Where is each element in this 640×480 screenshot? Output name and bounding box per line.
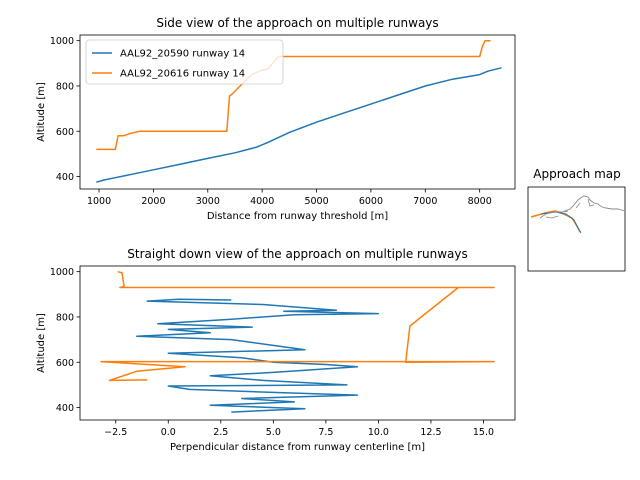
top-view-xtick-label: 2.5	[213, 427, 228, 438]
top-view-frame	[79, 265, 516, 421]
side-view-frame	[79, 34, 516, 190]
top-view-ytick-label: 400	[56, 403, 74, 414]
side-view-xtick-label: 3000	[196, 196, 220, 207]
side-view-xtick-label: 4000	[250, 196, 274, 207]
side-view-plot: Side view of the approach on multiple ru…	[36, 16, 516, 222]
approach-map-terrain-lines	[545, 198, 595, 219]
side-view-xtick-label: 2000	[141, 196, 165, 207]
approach-map-title: Approach map	[533, 167, 621, 181]
approach-map-coastline	[539, 195, 626, 219]
side-view-xlabel: Distance from runway threshold [m]	[207, 211, 388, 222]
side-view-xtick-label: 7000	[413, 196, 437, 207]
side-view-xtick-label: 6000	[359, 196, 383, 207]
top-view-xtick-label: 7.5	[318, 427, 333, 438]
side-view-ytick-label: 600	[56, 127, 74, 138]
top-view-xtick-label: 5.0	[266, 427, 281, 438]
side-view-ytick-label: 1000	[50, 36, 74, 47]
top-view-xlabel: Perpendicular distance from runway cente…	[170, 442, 425, 453]
approach-map-frame	[527, 186, 626, 272]
side-view-legend: AAL92_20590 runway 14 AAL92_20616 runway …	[85, 39, 284, 85]
side-view-xtick-label: 8000	[468, 196, 492, 207]
top-view-ytick-label: 600	[56, 358, 74, 369]
top-view-xtick-label: 0.0	[161, 427, 176, 438]
approach-map-track-blue	[540, 211, 582, 234]
top-view-ytick-label: 1000	[50, 267, 74, 278]
top-view-xtick-label: 12.5	[420, 427, 441, 438]
side-view-xtick-label: 1000	[87, 196, 111, 207]
top-view-xtick-label: 10.0	[368, 427, 389, 438]
side-view-legend-label: AAL92_20616 runway 14	[120, 69, 245, 80]
side-view-ylabel: Altitude [m]	[36, 82, 47, 142]
side-view-series-line-0	[96, 67, 502, 183]
side-view-xtick-label: 5000	[304, 196, 328, 207]
approach-map-track-orange	[530, 210, 581, 233]
top-view-title: Straight down view of the approach on mu…	[127, 247, 467, 261]
approach-map: Approach map	[527, 167, 626, 272]
top-view-xtick-label: 15.0	[473, 427, 494, 438]
side-view-ytick-label: 400	[56, 172, 74, 183]
top-view-series-line-0	[135, 298, 380, 413]
side-view-title: Side view of the approach on multiple ru…	[156, 16, 438, 30]
side-view-ytick-label: 800	[56, 81, 74, 92]
side-view-legend-label: AAL92_20590 runway 14	[120, 49, 245, 60]
top-view-xtick-label: −2.5	[104, 427, 127, 438]
top-view-ytick-label: 800	[56, 312, 74, 323]
top-view-ylabel: Altitude [m]	[36, 313, 47, 373]
top-view-plot: Straight down view of the approach on mu…	[36, 247, 516, 453]
side-view-legend-box	[85, 39, 284, 85]
top-view-series-line-1	[100, 270, 495, 382]
